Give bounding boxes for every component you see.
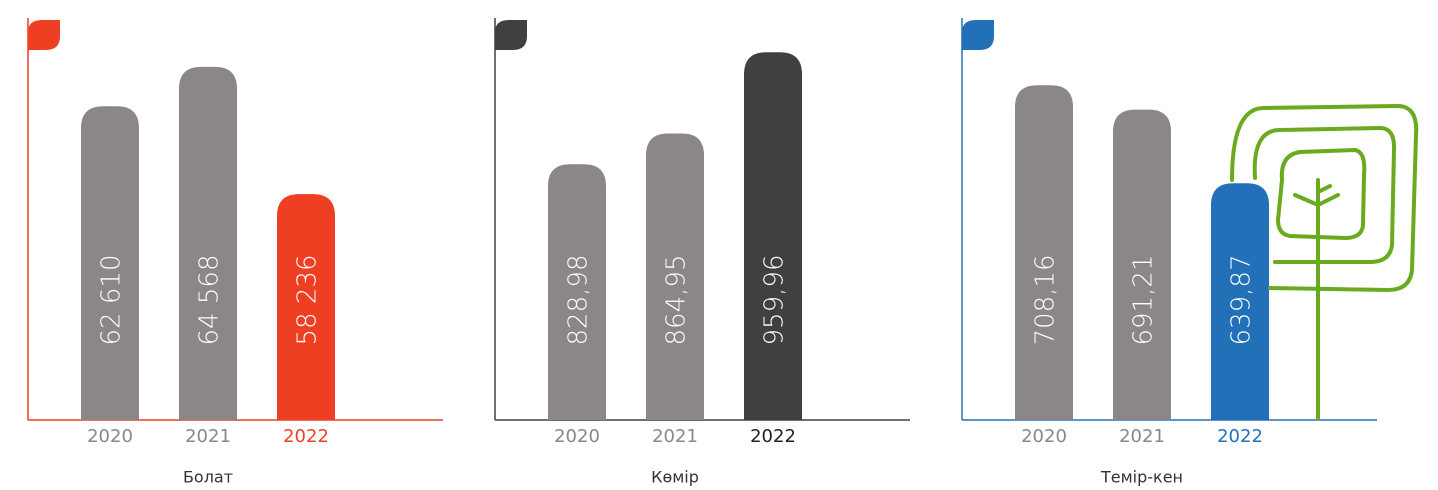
bar [1015, 85, 1073, 421]
bar [744, 52, 802, 420]
bar [1113, 109, 1171, 420]
x-tick-label: 2020 [87, 426, 133, 447]
chart-icon [962, 20, 994, 50]
bar [277, 194, 335, 420]
value-label: 828,98 [564, 255, 594, 346]
tree-drawing [1230, 104, 1419, 420]
bar [179, 66, 237, 420]
chart-title: Болат [183, 468, 233, 487]
value-label: 64 568 [195, 255, 225, 346]
bar [1211, 183, 1269, 420]
value-label: 691,21 [1129, 255, 1159, 346]
x-tick-label: 2022 [1217, 426, 1263, 447]
x-tick-label: 2020 [554, 426, 600, 447]
x-tick-label: 2022 [750, 426, 796, 447]
chart-title: Темір-кен [1100, 468, 1183, 487]
value-label: 708,16 [1031, 255, 1061, 346]
x-tick-label: 2021 [1119, 426, 1165, 447]
chart-icon [28, 20, 60, 50]
value-label: 864,95 [662, 255, 692, 346]
x-tick-label: 2022 [283, 426, 329, 447]
bar [548, 164, 606, 420]
value-label: 58 236 [293, 255, 323, 346]
bar [646, 133, 704, 420]
chart-title: Көмір [651, 468, 699, 487]
x-tick-label: 2021 [185, 426, 231, 447]
chart-icon [495, 20, 527, 50]
value-label: 639,87 [1227, 255, 1257, 346]
bar [81, 106, 139, 420]
x-tick-label: 2021 [652, 426, 698, 447]
x-tick-label: 2020 [1021, 426, 1067, 447]
chart-layer: 62 610 2020 64 568 2021 58 236 2022 Болат 828,9… [27, 18, 1377, 487]
value-label: 959,96 [760, 255, 790, 346]
value-label: 62 610 [97, 255, 127, 346]
